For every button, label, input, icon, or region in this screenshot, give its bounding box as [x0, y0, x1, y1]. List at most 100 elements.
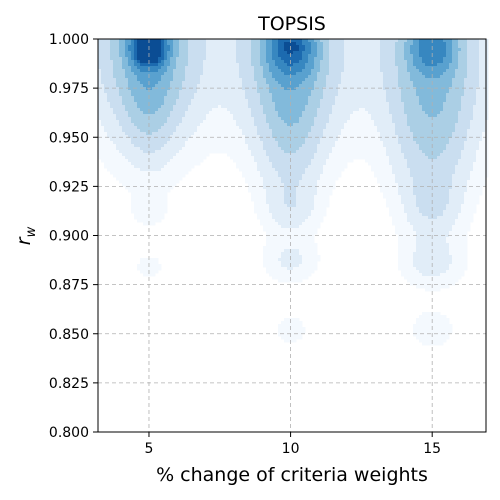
density-cell	[335, 96, 339, 100]
density-cell	[473, 102, 477, 106]
density-cell	[125, 60, 129, 64]
density-cell	[287, 81, 291, 85]
density-cell	[185, 144, 189, 148]
density-cell	[152, 42, 156, 46]
density-cell	[140, 78, 144, 82]
density-cell	[134, 129, 138, 133]
density-cell	[137, 126, 141, 130]
density-cell	[212, 72, 216, 76]
density-cell	[359, 84, 363, 88]
density-cell	[188, 63, 192, 67]
density-cell	[335, 39, 339, 43]
density-cell	[329, 117, 333, 121]
density-cell	[308, 78, 312, 82]
density-cell	[341, 48, 345, 52]
density-cell	[425, 129, 429, 133]
density-cell	[302, 87, 306, 91]
density-cell	[311, 57, 315, 61]
density-cell	[419, 48, 423, 52]
density-cell	[398, 132, 402, 136]
density-cell	[374, 114, 378, 118]
density-cell	[311, 141, 315, 145]
density-cell	[206, 105, 210, 109]
density-cell	[359, 45, 363, 49]
density-cell	[413, 39, 417, 43]
density-cell	[191, 135, 195, 139]
density-cell	[398, 135, 402, 139]
density-cell	[230, 150, 234, 154]
density-cell	[305, 117, 309, 121]
density-cell	[383, 48, 387, 52]
density-cell	[464, 117, 468, 121]
density-cell	[122, 48, 126, 52]
density-cell	[380, 96, 384, 100]
density-cell	[260, 57, 264, 61]
density-cell	[254, 117, 258, 121]
density-cell	[206, 99, 210, 103]
density-cell	[410, 105, 414, 109]
density-cell	[245, 147, 249, 151]
density-cell	[209, 129, 213, 133]
density-cell	[221, 69, 225, 73]
density-cell	[299, 75, 303, 79]
density-cell	[278, 102, 282, 106]
density-cell	[278, 51, 282, 55]
density-cell	[365, 75, 369, 79]
density-cell	[227, 135, 231, 139]
density-cell	[455, 75, 459, 79]
density-cell	[221, 51, 225, 55]
density-cell	[401, 96, 405, 100]
density-cell	[146, 78, 150, 82]
density-cell	[428, 51, 432, 55]
density-cell	[245, 153, 249, 157]
density-cell	[485, 105, 489, 109]
density-cell	[398, 57, 402, 61]
density-cell	[218, 144, 222, 148]
density-cell	[152, 126, 156, 130]
density-cell	[272, 135, 276, 139]
density-cell	[236, 84, 240, 88]
density-cell	[416, 72, 420, 76]
density-cell	[137, 114, 141, 118]
density-cell	[326, 132, 330, 136]
density-cell	[143, 69, 147, 73]
density-cell	[428, 90, 432, 94]
density-cell	[269, 93, 273, 97]
density-cell	[182, 69, 186, 73]
density-cell	[473, 126, 477, 130]
density-cell	[263, 54, 267, 58]
density-cell	[380, 144, 384, 148]
density-cell	[374, 57, 378, 61]
density-cell	[368, 81, 372, 85]
density-cell	[482, 66, 486, 70]
density-cell	[467, 48, 471, 52]
density-cell	[413, 105, 417, 109]
density-cell	[125, 81, 129, 85]
density-cell	[281, 39, 285, 43]
density-cell	[386, 141, 390, 145]
density-cell	[104, 66, 108, 70]
density-cell	[401, 93, 405, 97]
density-cell	[206, 129, 210, 133]
density-cell	[371, 72, 375, 76]
density-cell	[149, 45, 153, 49]
density-cell	[458, 75, 462, 79]
density-cell	[116, 138, 120, 142]
density-cell	[248, 39, 252, 43]
density-cell	[101, 123, 105, 127]
density-cell	[215, 93, 219, 97]
density-cell	[164, 120, 168, 124]
density-cell	[404, 51, 408, 55]
density-cell	[404, 114, 408, 118]
density-cell	[449, 84, 453, 88]
density-cell	[188, 144, 192, 148]
density-cell	[242, 114, 246, 118]
density-cell	[389, 138, 393, 142]
density-cell	[170, 150, 174, 154]
density-cell	[182, 93, 186, 97]
density-cell	[326, 84, 330, 88]
density-cell	[206, 153, 210, 157]
density-cell	[197, 75, 201, 79]
density-cell	[230, 39, 234, 43]
density-cell	[425, 87, 429, 91]
